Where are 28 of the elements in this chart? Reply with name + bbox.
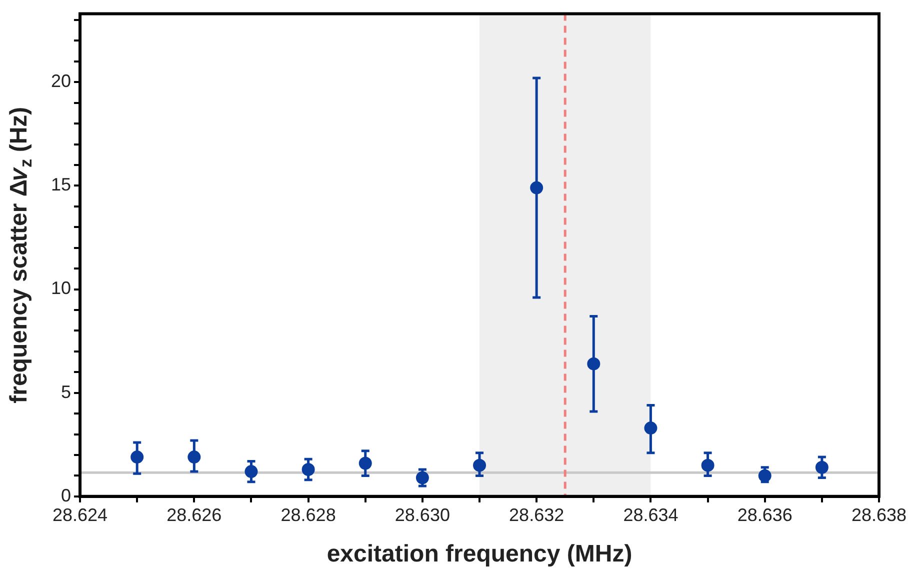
y-tick-label: 5 [61, 382, 72, 402]
x-tick-label: 28.624 [52, 505, 108, 526]
point [530, 181, 544, 194]
y-tick-label: 15 [50, 174, 72, 195]
point [473, 458, 486, 472]
point [188, 450, 201, 464]
y-tick-label: 20 [50, 71, 72, 92]
x-tick-label: 28.634 [623, 505, 678, 526]
point [644, 422, 658, 435]
y-tick-label: 10 [50, 278, 72, 298]
point [701, 458, 714, 472]
point [302, 462, 315, 476]
x-tick-label: 28.636 [737, 505, 792, 526]
point [358, 456, 372, 470]
x-tick-label: 28.630 [394, 505, 450, 526]
x-tick-label: 28.628 [280, 505, 336, 526]
x-tick-label: 28.638 [851, 505, 907, 526]
point [815, 460, 828, 474]
x-tick-label: 28.632 [509, 505, 564, 526]
y-axis-title: frequency scatter Δ𝜈z (Hz) [6, 106, 36, 404]
point [244, 465, 258, 478]
point [416, 471, 429, 484]
y-tick-label: 0 [61, 485, 72, 506]
point [758, 469, 772, 482]
point [587, 357, 600, 370]
x-axis-title: excitation frequency (MHz) [326, 540, 632, 568]
x-tick-label: 28.626 [166, 505, 222, 526]
point [130, 450, 144, 464]
